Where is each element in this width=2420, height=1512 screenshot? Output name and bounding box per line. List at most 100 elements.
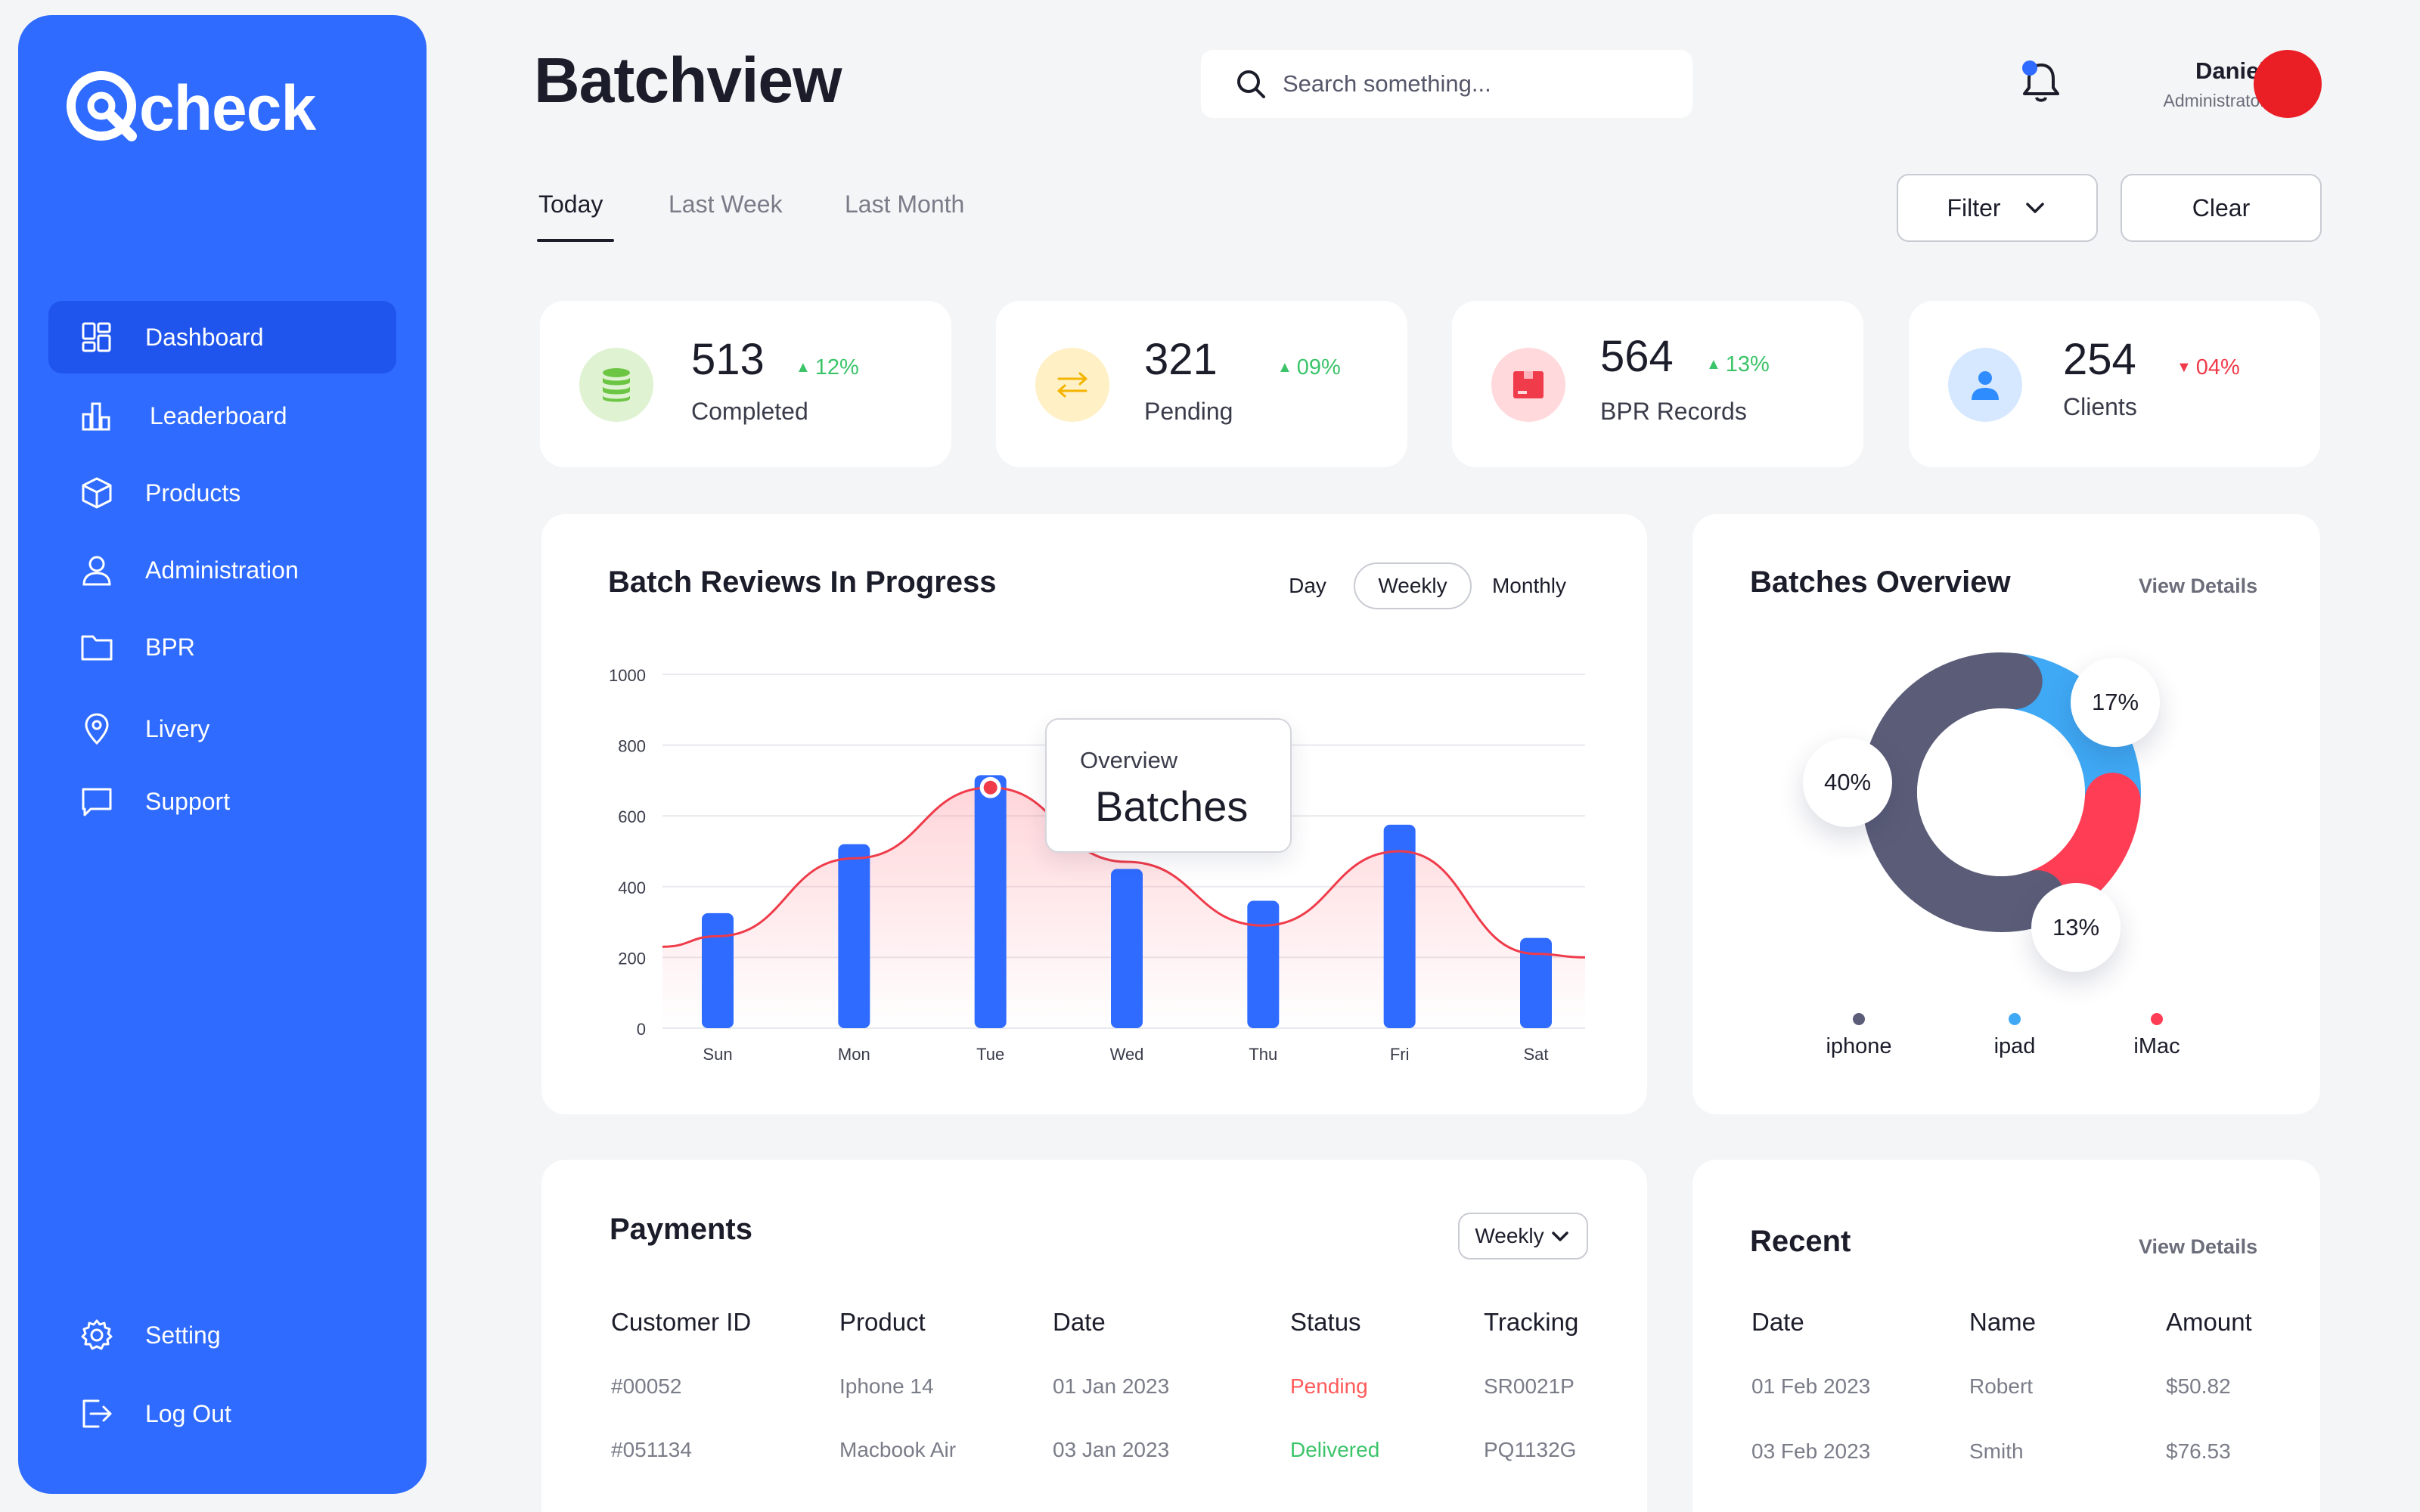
cell-date: 01 Feb 2023 [1751, 1374, 1871, 1398]
payments-title: Payments [610, 1213, 752, 1246]
bar-sun[interactable] [702, 912, 734, 1028]
search-box[interactable] [1201, 50, 1692, 118]
clear-button[interactable]: Clear [2121, 174, 2322, 242]
dashboard-icon [79, 319, 115, 355]
sidebar-item-bpr[interactable]: BPR [48, 611, 396, 683]
bar-tue[interactable] [974, 775, 1007, 1028]
donut-label-iphone: 40% [1803, 738, 1892, 827]
clear-label: Clear [2192, 194, 2251, 222]
cell-tracking: PQ1132G [1484, 1438, 1577, 1461]
legend-label: ipad [1993, 1034, 2036, 1058]
y-tick-label: 1000 [609, 666, 646, 685]
stat-trend-value: 13% [1725, 352, 1770, 376]
chat-icon [79, 783, 115, 820]
chart-bars-icon [79, 398, 115, 434]
tab-active-indicator [537, 239, 614, 242]
cell-status: Pending [1290, 1374, 1368, 1398]
bar-sat[interactable] [1520, 937, 1552, 1028]
batch-reviews-chart-card: Batch Reviews In Progress Day Weekly Mon… [541, 514, 1647, 1114]
cell-amount: $50.82 [2166, 1374, 2231, 1398]
search-icon [1237, 70, 1265, 98]
database-icon [603, 368, 630, 402]
stat-trend: ▼ 04% [2176, 355, 2240, 380]
x-tick-label: Tue [976, 1045, 1004, 1064]
sidebar-item-label: Log Out [145, 1399, 231, 1427]
tab-today[interactable]: Today [538, 191, 603, 218]
user-icon [1972, 371, 1999, 400]
x-tick-label: Sun [703, 1045, 732, 1064]
column-header: Name [1969, 1308, 2037, 1336]
sidebar-item-logout[interactable]: Log Out [48, 1377, 396, 1450]
x-tick-label: Mon [838, 1045, 870, 1064]
x-tick-label: Thu [1249, 1045, 1277, 1064]
cell-customer-id: #00052 [611, 1374, 682, 1398]
highlight-point[interactable] [983, 780, 997, 795]
stat-card-pending[interactable]: 321 ▲ 09% Pending [996, 301, 1407, 467]
gear-icon [79, 1317, 115, 1353]
tab-last-week[interactable]: Last Week [669, 191, 783, 218]
stat-value: 321 [1144, 335, 1218, 384]
view-details-link[interactable]: View Details [2139, 1235, 2258, 1258]
sidebar-item-products[interactable]: Products [48, 457, 396, 529]
x-tick-label: Sat [1523, 1045, 1548, 1064]
notifications-button[interactable] [2015, 56, 2068, 109]
stat-card-completed[interactable]: 513 ▲ 12% Completed [540, 301, 951, 467]
period-weekly-button[interactable]: Weekly [1354, 562, 1472, 609]
period-day-button[interactable]: Day [1289, 574, 1326, 597]
cell-status: Delivered [1290, 1438, 1380, 1461]
bar-wed[interactable] [1111, 869, 1143, 1028]
page-title: Batchview [534, 45, 842, 116]
sidebar-item-leaderboard[interactable]: Leaderboard [48, 380, 396, 452]
bar-fri[interactable] [1383, 824, 1416, 1028]
stat-label: BPR Records [1600, 398, 1747, 425]
stat-trend: ▲ 12% [796, 355, 859, 380]
user-name: Daniel [2195, 57, 2266, 84]
filter-button[interactable]: Filter [1897, 174, 2098, 242]
logo[interactable]: check [62, 67, 316, 150]
cell-customer-id: #051134 [611, 1438, 692, 1461]
donut-hole [1917, 708, 2085, 876]
sidebar-item-label: Administration [145, 556, 299, 584]
y-tick-label: 0 [637, 1020, 646, 1039]
user-role: Administrator [2163, 91, 2266, 110]
bar-thu[interactable] [1247, 900, 1280, 1028]
donut-segment-iphone[interactable] [1861, 652, 2065, 932]
sidebar-item-administration[interactable]: Administration [48, 534, 396, 606]
sidebar-item-dashboard[interactable]: Dashboard [48, 301, 396, 373]
sidebar-item-livery[interactable]: Livery [48, 692, 396, 765]
sidebar-item-setting[interactable]: Setting [48, 1299, 396, 1371]
view-details-link[interactable]: View Details [2139, 575, 2258, 597]
stat-icon-bg [1491, 348, 1565, 422]
bar-mon[interactable] [838, 844, 870, 1028]
period-monthly-button[interactable]: Monthly [1491, 574, 1567, 597]
logout-icon [79, 1396, 115, 1432]
stat-trend: ▲ 09% [1277, 355, 1341, 380]
stat-icon-bg [1035, 348, 1109, 422]
trend-down-icon: ▼ [2176, 359, 2192, 376]
stat-value: 513 [691, 335, 765, 384]
legend-dot [2151, 1013, 2163, 1025]
recent-card: Recent View Details Date Name Amount 01 … [1692, 1160, 2320, 1512]
avatar[interactable] [2254, 50, 2322, 118]
cell-name: Robert [1969, 1374, 2034, 1398]
column-header: Amount [2166, 1308, 2252, 1336]
stat-card-bpr-records[interactable]: 564 ▲ 13% BPR Records [1452, 301, 1863, 467]
column-header: Tracking [1484, 1308, 1579, 1336]
tab-last-month[interactable]: Last Month [845, 191, 965, 218]
column-header: Status [1290, 1308, 1361, 1336]
column-header: Customer ID [611, 1308, 752, 1336]
sidebar-item-support[interactable]: Support [48, 765, 396, 838]
user-icon [79, 552, 115, 588]
legend-ipad: ipad [1954, 1013, 2075, 1059]
cell-product: Macbook Air [839, 1438, 957, 1461]
sidebar: check Dashboard Leaderboard Products Adm… [18, 15, 427, 1494]
logo-text: check [139, 72, 316, 144]
legend-label: iphone [1826, 1034, 1892, 1058]
search-input[interactable] [1283, 70, 1676, 98]
filter-label: Filter [1947, 194, 2001, 222]
stat-card-clients[interactable]: 254 ▼ 04% Clients [1909, 301, 2320, 467]
recent-title: Recent [1750, 1225, 1851, 1258]
chevron-down-icon [1551, 1232, 1568, 1241]
payments-period-dropdown[interactable]: Weekly [1458, 1213, 1588, 1259]
chevron-down-icon [2025, 203, 2044, 213]
